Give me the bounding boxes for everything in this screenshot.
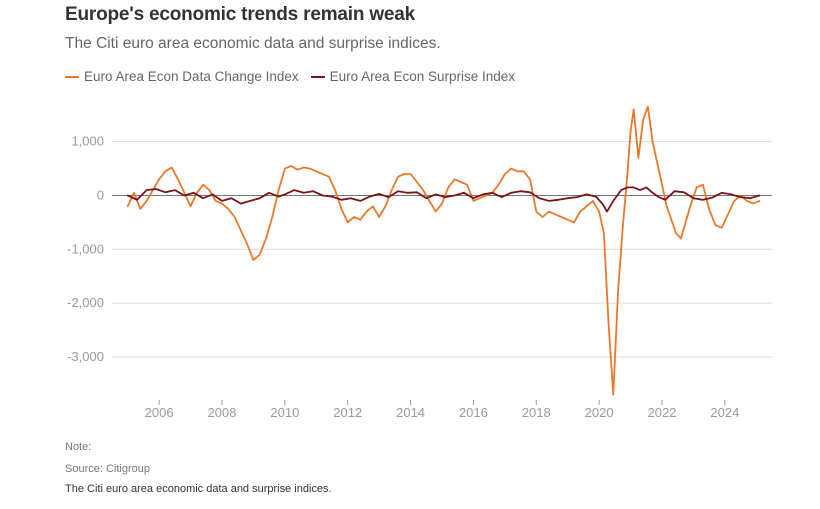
- y-axis-labels: 1,000 0 -1,000 -2,000 -3,000: [67, 134, 104, 364]
- y-tick-label: -1,000: [67, 241, 104, 256]
- legend: Euro Area Econ Data Change Index Euro Ar…: [65, 69, 527, 84]
- x-tick-label: 2024: [710, 405, 739, 420]
- chart-subtitle: The Citi euro area economic data and sur…: [65, 35, 441, 52]
- x-tick-label: 2006: [145, 405, 174, 420]
- x-tick-label: 2010: [270, 405, 299, 420]
- x-tick-label: 2012: [333, 405, 362, 420]
- x-tick-label: 2014: [396, 405, 425, 420]
- x-tick-label: 2016: [459, 405, 488, 420]
- legend-label-data-change: Euro Area Econ Data Change Index: [84, 69, 299, 84]
- footer-source: Source: Citigroup: [65, 463, 150, 475]
- x-tick-label: 2022: [648, 405, 677, 420]
- y-tick-label: -3,000: [67, 349, 104, 364]
- legend-item-data-change: Euro Area Econ Data Change Index: [65, 69, 299, 84]
- chart-title: Europe's economic trends remain weak: [65, 4, 415, 25]
- grid: [112, 141, 772, 358]
- x-tick-label: 2008: [208, 405, 237, 420]
- legend-swatch-surprise: [310, 75, 325, 78]
- series-line-data-change: [126, 105, 761, 396]
- legend-label-surprise: Euro Area Econ Surprise Index: [329, 69, 516, 84]
- y-tick-label: 0: [97, 187, 104, 202]
- y-tick-label: -2,000: [67, 295, 104, 310]
- x-tick-label: 2018: [522, 405, 551, 420]
- legend-item-surprise: Euro Area Econ Surprise Index: [310, 69, 516, 84]
- y-tick-label: 1,000: [71, 134, 104, 149]
- series-line-surprise: [126, 186, 761, 213]
- legend-swatch-data-change: [65, 75, 79, 78]
- footer-caption: The Citi euro area economic data and sur…: [65, 483, 332, 495]
- x-axis: 2006 2008 2010 2012 2014 2016 2018 2020 2022 2024: [145, 400, 739, 420]
- series-lines: [126, 105, 761, 396]
- footer-note: Note:: [65, 441, 92, 453]
- x-tick-label: 2020: [585, 405, 614, 420]
- line-chart: 1,000 0 -1,000 -2,000 -3,000 2006 2008 2010 201…: [67, 105, 772, 420]
